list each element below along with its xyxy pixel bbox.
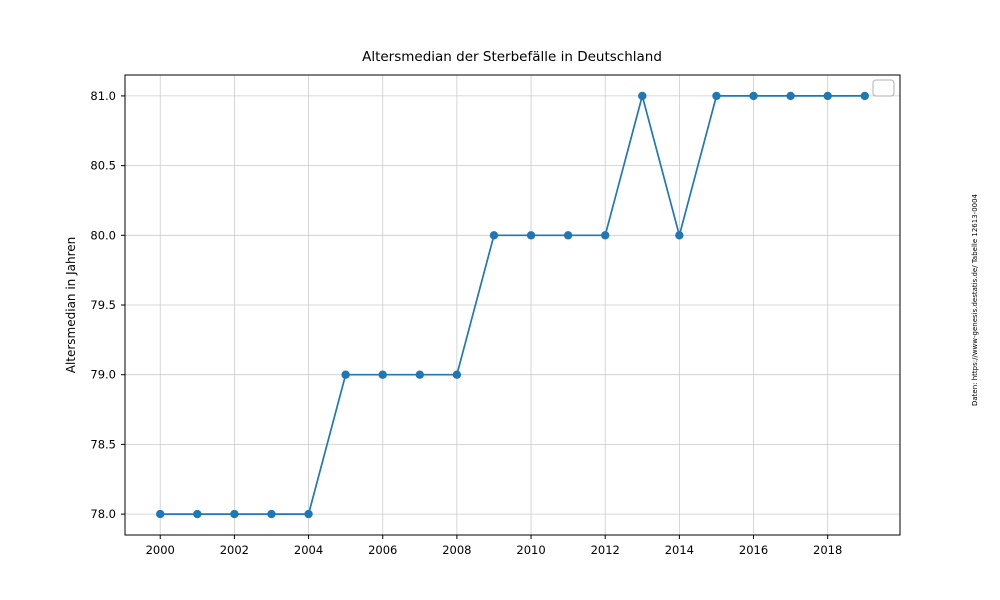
data-point-marker (860, 91, 869, 101)
x-tick-label: 2008 (442, 543, 471, 557)
data-point-marker (267, 509, 276, 519)
x-tick-label: 2014 (665, 543, 694, 557)
x-tick-labels: 2000 2002 2004 2006 2008 2010 2012 2014 2016 2018 (146, 543, 843, 557)
source-note: Daten: https://www-genesis.destatis.de/ … (971, 193, 979, 407)
x-tick-label: 2002 (220, 543, 249, 557)
y-tick-label: 81.0 (90, 89, 116, 103)
data-point-marker (563, 231, 573, 240)
data-point-marker (712, 91, 721, 101)
data-point-marker (415, 370, 424, 379)
x-tick-label: 2012 (591, 543, 620, 557)
x-tick-label: 2016 (739, 543, 768, 557)
x-tick-label: 2018 (813, 543, 842, 557)
y-tick-label: 80.5 (90, 159, 116, 173)
data-point-marker (230, 509, 239, 519)
data-point-marker (786, 91, 795, 101)
data-point-marker (638, 91, 647, 101)
data-point-marker (452, 370, 462, 379)
data-point-marker (489, 231, 499, 240)
data-point-marker (193, 509, 202, 519)
y-tick-label: 79.5 (90, 298, 116, 312)
y-axis-label: Altersmedian in Jahren (64, 236, 78, 374)
data-point-marker (526, 231, 536, 240)
data-point-marker (675, 231, 684, 240)
data-point-marker (823, 91, 832, 101)
data-point-marker (378, 370, 387, 379)
x-tick-label: 2004 (294, 543, 323, 557)
legend-box (872, 79, 895, 97)
y-tick-label: 80.0 (90, 228, 116, 242)
y-tick-labels: 78.0 78.5 79.0 79.5 80.0 80.5 81.0 (90, 89, 116, 521)
x-tick-label: 2000 (146, 543, 175, 557)
data-point-marker (749, 91, 758, 101)
x-tick-label: 2010 (516, 543, 545, 557)
x-tick-label: 2006 (368, 543, 397, 557)
data-markers (156, 91, 869, 519)
gridlines (125, 75, 900, 535)
data-point-marker (156, 509, 165, 519)
data-point-marker (601, 231, 610, 240)
chart-title: Altersmedian der Sterbefälle in Deutschl… (362, 49, 662, 65)
tick-marks (121, 95, 829, 539)
y-tick-label: 78.5 (90, 437, 116, 451)
data-line (160, 92, 865, 515)
y-tick-label: 79.0 (90, 368, 116, 382)
y-tick-label: 78.0 (90, 507, 116, 521)
data-point-marker (304, 509, 313, 519)
data-point-marker (341, 370, 350, 379)
axes-frame (124, 74, 901, 536)
